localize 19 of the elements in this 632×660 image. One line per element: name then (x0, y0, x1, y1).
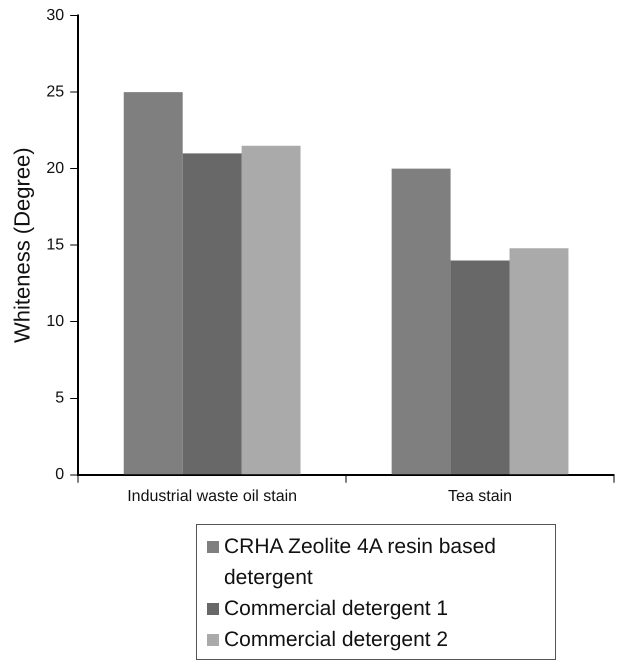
y-tick-label: 30 (46, 7, 64, 24)
x-tick-label: Tea stain (448, 488, 512, 505)
y-tick-label: 0 (55, 466, 64, 484)
y-tick-label: 20 (46, 160, 64, 178)
bar (392, 168, 451, 474)
bar (510, 248, 568, 474)
legend-label: Commercial detergent 1 (224, 596, 448, 622)
y-axis-title: Whiteness (Degree) (9, 147, 34, 344)
y-tick-label: 10 (46, 313, 64, 330)
y-tick-label: 25 (46, 84, 64, 101)
bar (450, 260, 510, 474)
bar (242, 146, 301, 474)
y-tick-label: 5 (55, 390, 64, 407)
y-tick-label: 15 (46, 236, 64, 254)
bar (124, 92, 183, 474)
bar (182, 153, 242, 474)
legend-label: Commercial detergent 2 (224, 627, 448, 653)
legend-label: CRHA Zeolite 4A resin based detergent (224, 534, 497, 591)
x-tick-label: Industrial waste oil stain (127, 488, 298, 505)
